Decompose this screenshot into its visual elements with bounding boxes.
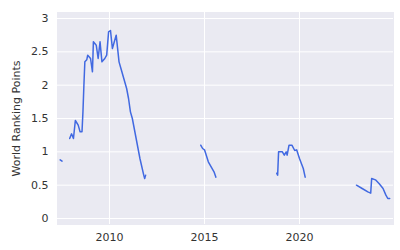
- svg-text:World Ranking Points: World Ranking Points: [10, 60, 23, 176]
- svg-text:2015: 2015: [191, 231, 219, 244]
- svg-text:1.5: 1.5: [31, 112, 49, 125]
- svg-text:0.5: 0.5: [31, 179, 49, 192]
- svg-text:2020: 2020: [285, 231, 313, 244]
- svg-text:3: 3: [42, 12, 49, 25]
- svg-text:2: 2: [42, 79, 49, 92]
- svg-text:2010: 2010: [96, 231, 124, 244]
- svg-text:2.5: 2.5: [31, 45, 49, 58]
- svg-text:1: 1: [42, 145, 49, 158]
- svg-text:0: 0: [42, 212, 49, 225]
